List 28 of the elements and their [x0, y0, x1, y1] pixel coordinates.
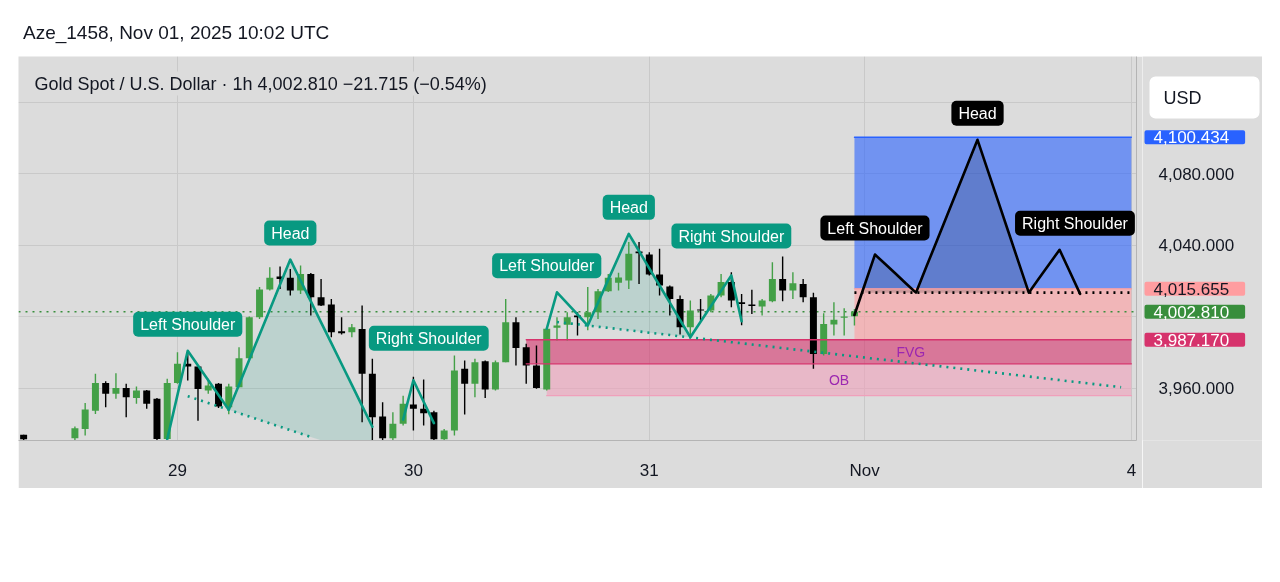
text: Aze_1458, Nov 01, 2025 10:02 UTC	[23, 21, 330, 46]
y-tick-label: 4,080.000	[1158, 164, 1235, 184]
candlestick	[748, 289, 756, 315]
data-label: Head	[271, 224, 310, 242]
x-tick-label: Nov	[849, 460, 881, 480]
data-label: Right Shoulder	[375, 329, 483, 347]
y-tick-label: 3,960.000	[1158, 379, 1235, 399]
x-tick-label: 29	[168, 460, 187, 480]
data-label: Head	[609, 198, 648, 216]
data-label: Left Shoulder	[499, 257, 595, 275]
x-tick-label: 31	[639, 460, 659, 480]
data-label: Left Shoulder	[827, 219, 924, 237]
data-label: 4,015.655	[1153, 279, 1230, 299]
candlestick	[697, 298, 705, 322]
data-label: Head	[958, 104, 997, 122]
data-label: 4,100.434	[1153, 128, 1230, 148]
series-label: OB	[828, 371, 850, 388]
data-label: Right Shoulder	[1022, 214, 1129, 232]
series-label: FVG	[896, 344, 926, 361]
x-tick-label: 4	[1126, 460, 1137, 480]
text: Gold Spot / U.S. Dollar · 1h 4,002.810 −21.715 (−0.54%)	[34, 73, 487, 94]
y-axis-title: USD	[1163, 87, 1202, 108]
x-tick-label: 30	[403, 460, 423, 480]
data-label: 3,987.170	[1153, 330, 1230, 350]
y-tick-label: 4,040.000	[1158, 236, 1235, 256]
data-label: Right Shoulder	[678, 227, 785, 245]
data-label: Left Shoulder	[140, 315, 236, 333]
ref-line-label: 4,002.810	[1153, 302, 1230, 322]
